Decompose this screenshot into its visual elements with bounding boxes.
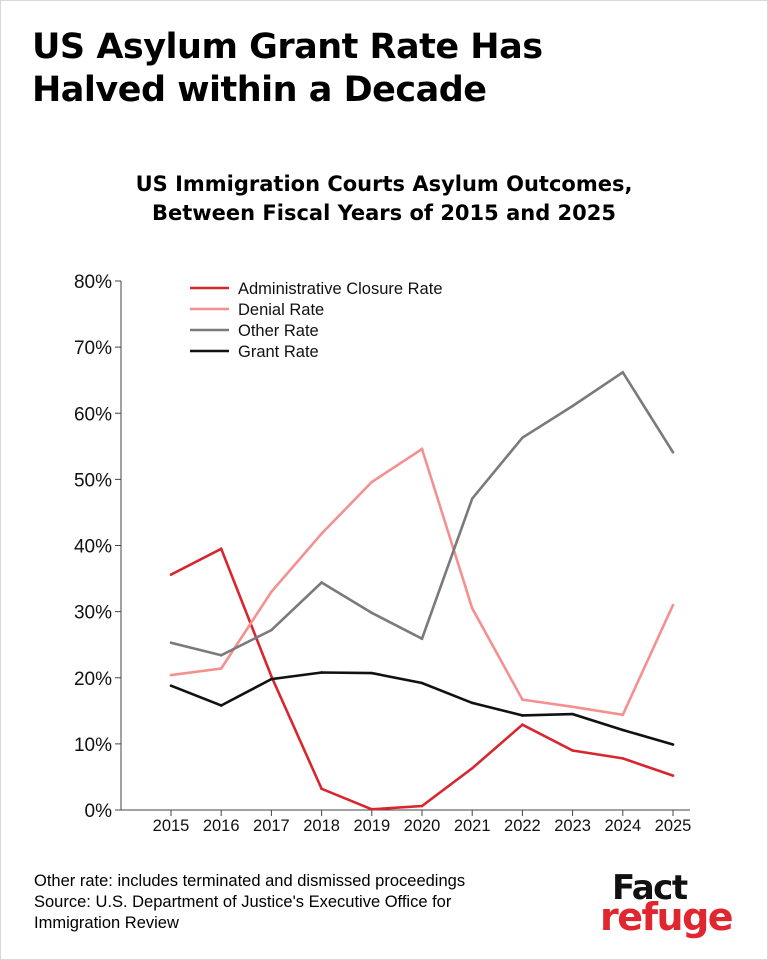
x-tick-label: 2021 (454, 817, 491, 835)
data-point (270, 675, 273, 678)
data-point (671, 774, 675, 777)
data-point (521, 436, 524, 440)
data-point (470, 767, 474, 770)
data-point (420, 447, 424, 451)
data-point (470, 607, 474, 610)
data-point (671, 603, 675, 607)
headline-line-2: Halved within a Decade (32, 70, 487, 110)
line-chart: 0% 10% 20% 30% 40% 50% 60% 70% 80% 2015 2016 2017 20… (74, 272, 692, 835)
logo-fact-text: Fact (612, 868, 688, 908)
data-point (420, 637, 424, 641)
y-tick-label: 10% (74, 735, 112, 756)
y-tick-label: 50% (74, 470, 112, 491)
legend-label: Other Rate (238, 322, 319, 340)
legend-label: Grant Rate (238, 343, 319, 361)
data-point (370, 611, 374, 615)
data-point (320, 532, 323, 535)
series-line-1 (170, 446, 675, 717)
data-point (671, 450, 675, 454)
data-point (169, 573, 173, 576)
data-point (370, 480, 374, 484)
data-point (320, 671, 323, 674)
x-tick-label: 2023 (554, 817, 591, 835)
data-point (621, 728, 625, 732)
headline: US Asylum Grant Rate Has Halved within a… (32, 26, 732, 112)
data-point (420, 804, 424, 808)
data-point (571, 712, 574, 716)
x-tick-label: 2018 (303, 817, 340, 835)
x-tick-label: 2017 (253, 817, 290, 835)
x-tick-label: 2024 (604, 817, 641, 835)
data-point (621, 713, 625, 717)
x-tick-label: 2025 (655, 817, 692, 835)
fact-refuge-logo: Fact refuge (598, 868, 748, 942)
x-tick-label: 2015 (153, 817, 190, 835)
legend-label: Denial Rate (238, 301, 324, 319)
data-point (320, 581, 323, 584)
y-tick-label: 60% (74, 404, 112, 425)
y-tick-label: 80% (74, 272, 112, 293)
footnote-line-1: Other rate: includes terminated and dism… (34, 872, 466, 890)
x-tick-label: 2020 (404, 817, 441, 835)
data-point (219, 547, 223, 551)
y-tick-label: 40% (74, 537, 112, 558)
footnote-line-2: Source: U.S. Department of Justice's Exe… (34, 893, 452, 911)
data-point (320, 787, 323, 791)
x-tick-label: 2019 (353, 817, 390, 835)
chart-title-line-1: US Immigration Courts Asylum Outcomes, (135, 172, 633, 196)
data-point (219, 667, 223, 670)
headline-line-1: US Asylum Grant Rate Has (32, 27, 543, 67)
x-tick-label: 2016 (203, 817, 240, 835)
y-tick-label: 20% (74, 669, 112, 690)
footnote-line-3: Immigration Review (34, 914, 179, 932)
data-point (270, 677, 273, 681)
data-point (470, 701, 474, 705)
data-point (370, 671, 374, 675)
data-point (169, 673, 173, 677)
data-point (621, 370, 625, 374)
data-point (219, 653, 223, 657)
data-point (521, 698, 524, 701)
chart-title-line-2: Between Fiscal Years of 2015 and 2025 (151, 201, 616, 225)
data-point (169, 684, 173, 687)
footnote: Other rate: includes terminated and dism… (34, 871, 594, 934)
data-point (270, 590, 273, 594)
y-tick-label: 30% (74, 603, 112, 624)
logo-refuge-text: refuge (600, 895, 734, 939)
data-point (571, 404, 574, 408)
legend-label: Administrative Closure Rate (238, 280, 443, 298)
y-tick-label: 70% (74, 338, 112, 359)
data-point (621, 757, 625, 760)
data-point (571, 705, 574, 709)
series-line-0 (170, 546, 674, 811)
data-point (420, 681, 424, 685)
data-point (521, 714, 524, 717)
data-point (219, 704, 223, 707)
data-point (370, 808, 374, 811)
data-point (521, 723, 524, 726)
data-point (270, 628, 273, 632)
data-point (571, 749, 574, 752)
y-tick-label: 0% (85, 801, 113, 822)
x-tick-label: 2022 (504, 817, 541, 835)
data-point (470, 497, 474, 500)
chart-title: US Immigration Courts Asylum Outcomes, B… (0, 170, 768, 228)
data-point (671, 743, 675, 746)
data-point (169, 641, 173, 645)
